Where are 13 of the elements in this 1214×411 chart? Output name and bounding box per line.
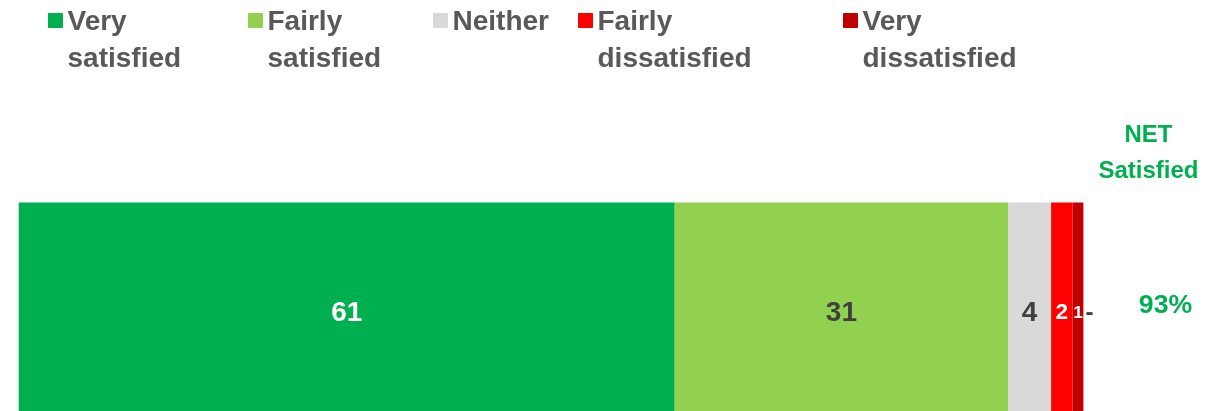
- text: -: [1085, 298, 1094, 325]
- legend-label: Neither: [452, 5, 550, 36]
- data-label: 61: [331, 296, 363, 327]
- data-label: 4: [1021, 296, 1038, 327]
- legend-label: Fairly dissatisfied: [597, 5, 752, 73]
- legend-label: Very dissatisfied: [862, 5, 1017, 73]
- text: NET Satisfied: [1098, 120, 1199, 183]
- data-label: 2: [1055, 298, 1069, 324]
- legend-label: Very satisfied: [67, 5, 182, 73]
- data-label: 1: [1073, 301, 1084, 322]
- legend-label: Fairly satisfied: [267, 5, 382, 73]
- data-label: 31: [825, 296, 857, 327]
- text: 93%: [1138, 288, 1193, 319]
